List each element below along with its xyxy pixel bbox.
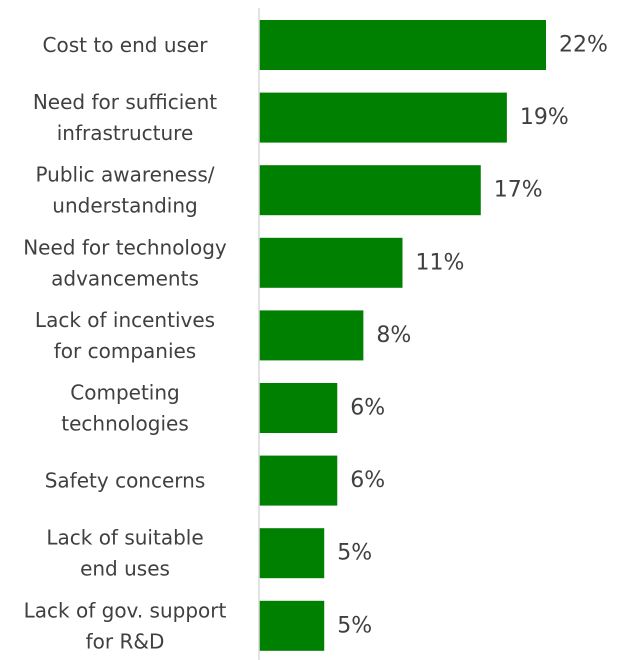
category-label: Lack of suitable end uses xyxy=(46,526,203,581)
bar xyxy=(259,165,481,216)
category-label: Lack of incentives for companies xyxy=(35,308,215,363)
bar xyxy=(259,92,507,143)
category-labels-group: Cost to end user Need for sufficient infra… xyxy=(23,33,227,653)
category-label: Public awareness/understanding xyxy=(35,163,214,218)
category-label: Lack of gov. support for R&D xyxy=(24,598,227,653)
data-labels-group: 22% 19% 17% 11% 8% 6% 6% 5% 5% xyxy=(337,33,608,639)
category-label: Need for technology advancements xyxy=(23,235,227,290)
bar xyxy=(259,600,325,651)
bar xyxy=(259,383,338,433)
data-label: 5% xyxy=(337,541,372,566)
category-label: Safety concerns xyxy=(45,469,206,493)
data-label: 22% xyxy=(559,33,608,58)
data-label: 17% xyxy=(494,178,543,203)
data-label: 19% xyxy=(520,105,569,130)
data-label: 11% xyxy=(416,250,465,275)
category-label: Cost to end user xyxy=(43,33,209,57)
bar xyxy=(259,237,403,288)
bars-group xyxy=(259,20,546,651)
bar xyxy=(259,310,364,361)
data-label: 6% xyxy=(350,468,385,493)
data-label: 8% xyxy=(376,323,411,348)
bar xyxy=(259,528,325,579)
data-label: 5% xyxy=(337,613,372,638)
data-label: 6% xyxy=(350,396,385,421)
category-label: Need for sufficient infrastructure xyxy=(33,90,217,145)
category-label: Competing technologies xyxy=(61,381,189,436)
bar xyxy=(259,20,546,70)
bar xyxy=(259,455,338,506)
